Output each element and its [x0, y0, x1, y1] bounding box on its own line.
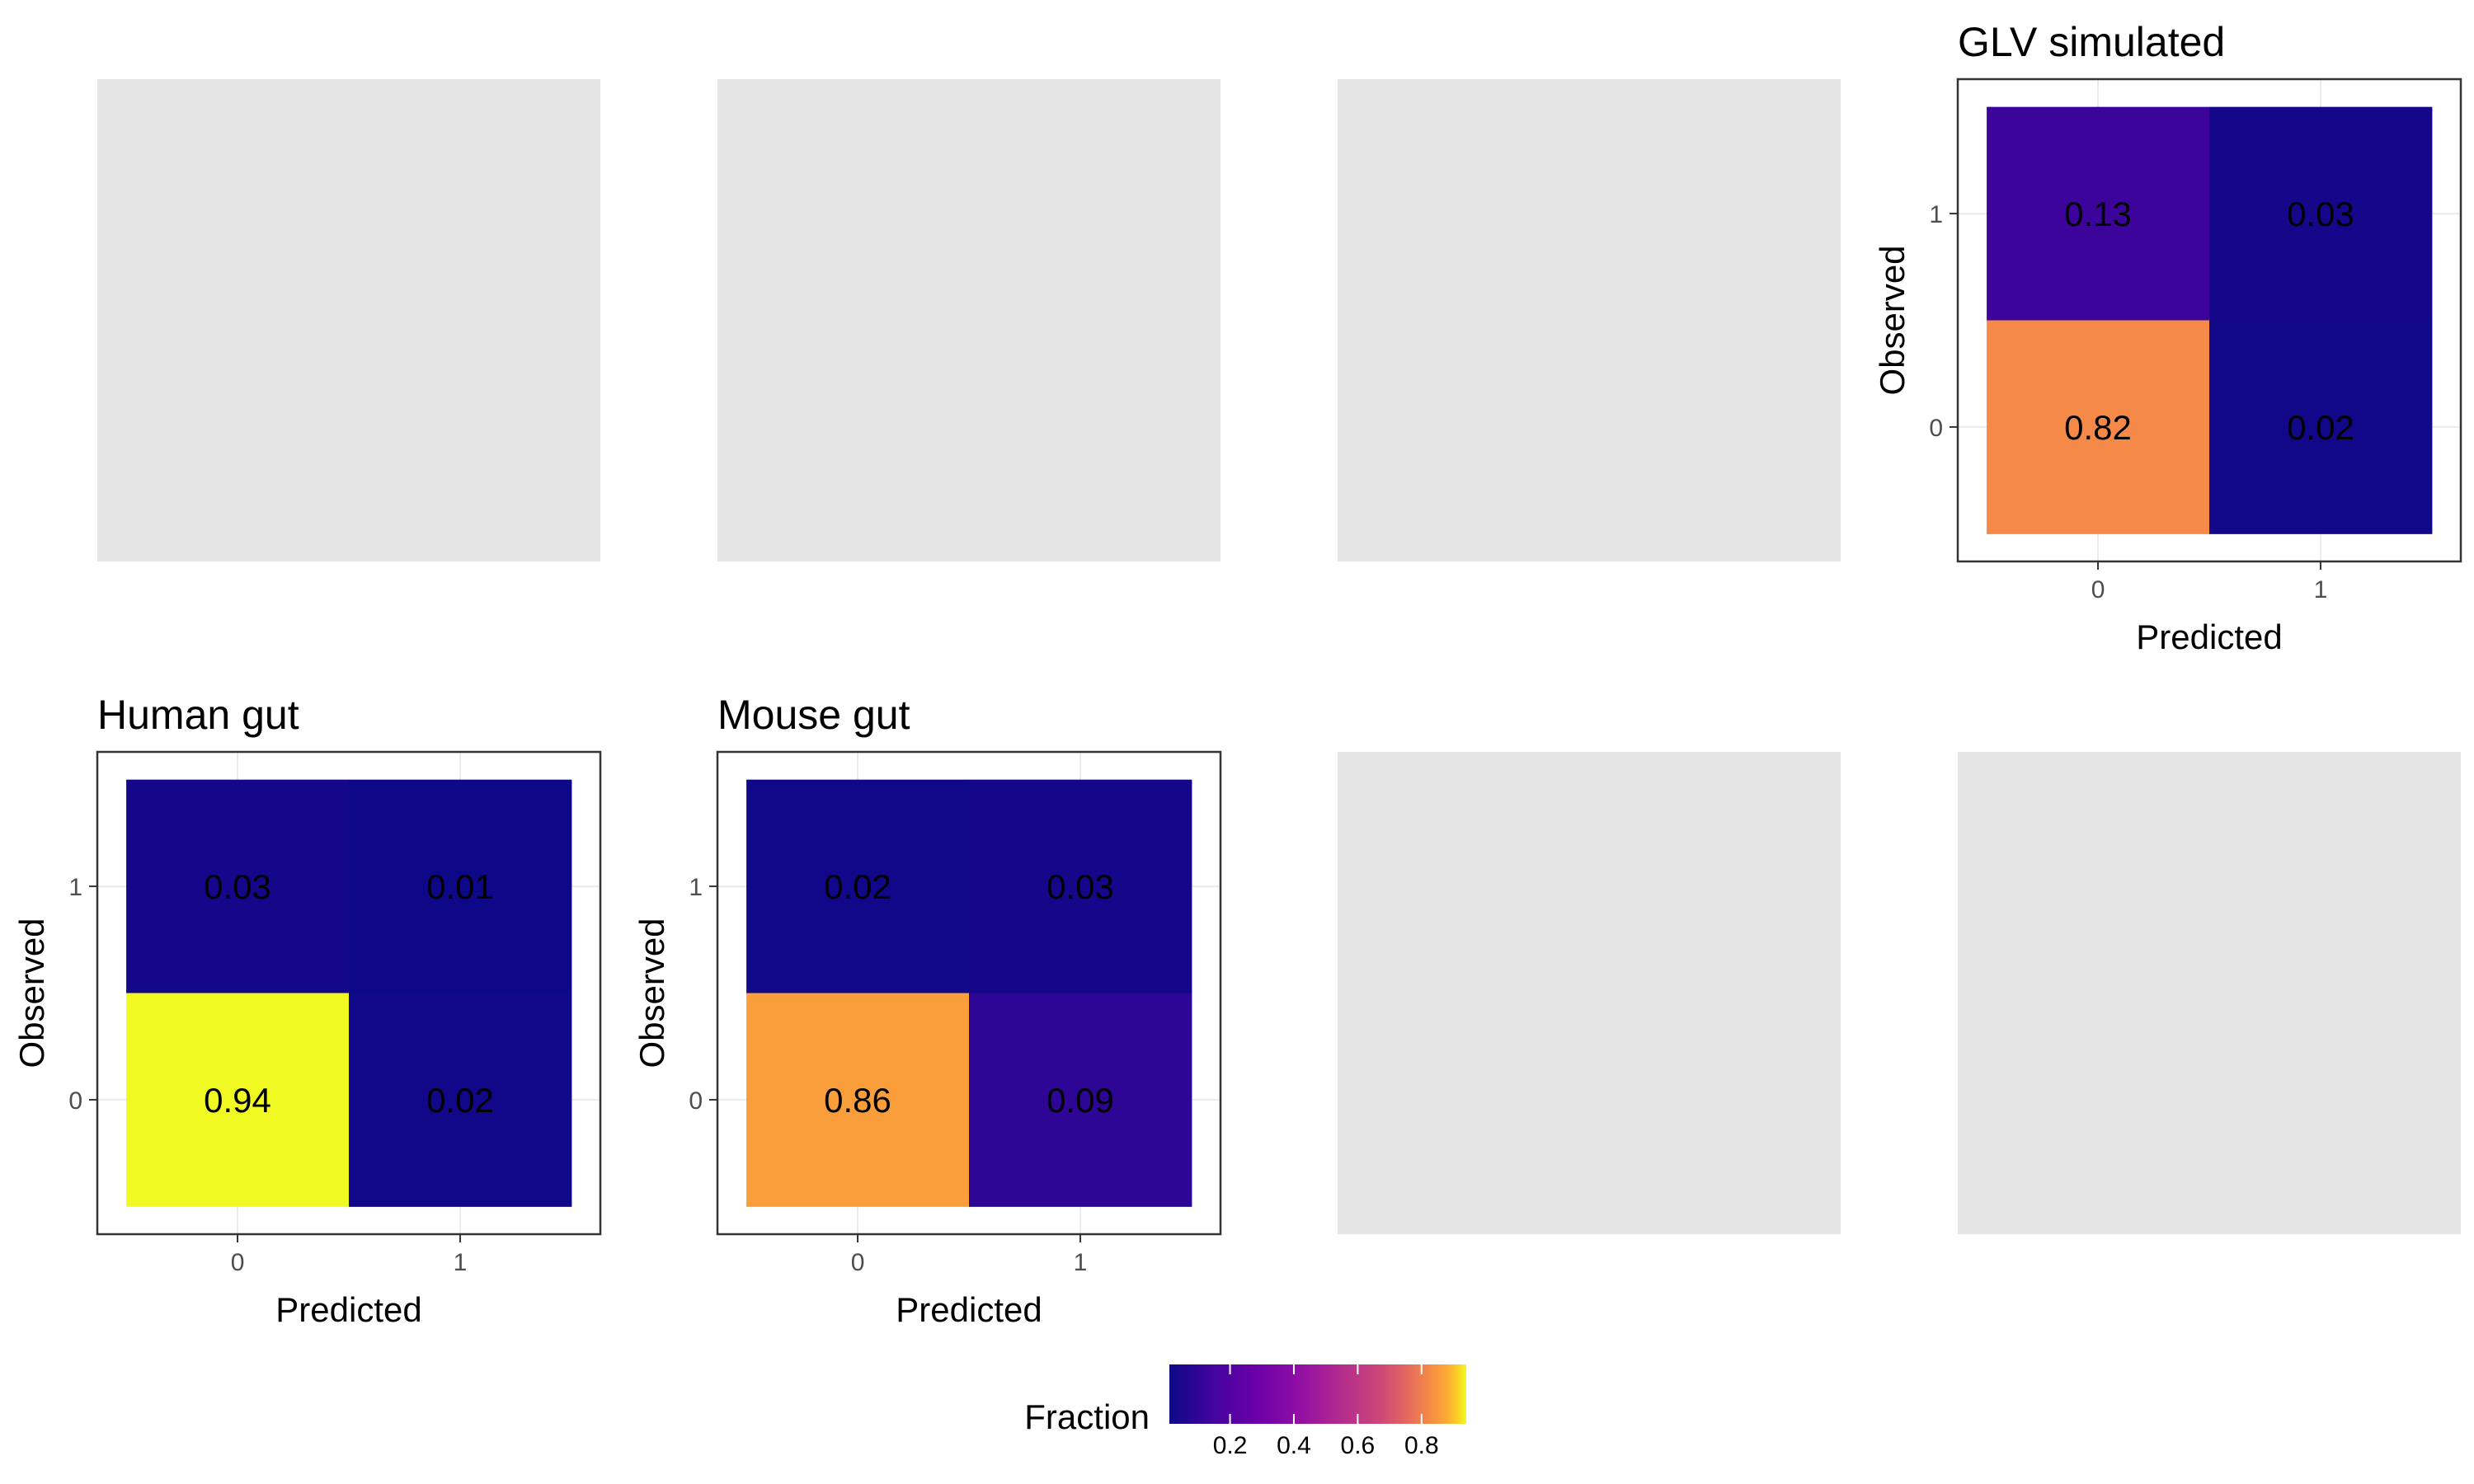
legend-colorbar — [1169, 1364, 1466, 1424]
panel-border — [716, 750, 1222, 1236]
heatmap-cell — [746, 993, 970, 1207]
panel-title: Mouse gut — [717, 692, 910, 738]
x-tick-label: 1 — [1074, 1249, 1088, 1276]
empty-panel-1 — [97, 79, 600, 561]
x-tick-label: 0 — [2091, 576, 2105, 603]
panel-human-gut: Human gut 0.03 0.01 0.94 0.02 0 1 0 1 Predicted Ob… — [12, 692, 602, 1329]
heatmap-cell — [969, 779, 1192, 993]
empty-panel-2 — [717, 79, 1221, 561]
x-axis-label: Predicted — [2136, 618, 2282, 656]
panel-glv-simulated: GLV simulated 0.13 0.03 0.82 0.02 0 1 0 1 Predict… — [1873, 19, 2462, 656]
legend-tick-label: 0.8 — [1404, 1432, 1439, 1459]
heatmap-cell — [349, 779, 572, 993]
panel-border — [96, 750, 602, 1236]
panel-title: GLV simulated — [1958, 19, 2225, 65]
y-axis-label: Observed — [12, 918, 51, 1068]
cell-value-label: 0.94 — [204, 1081, 271, 1120]
heatmap-cell — [2209, 106, 2433, 321]
x-tick-label: 0 — [231, 1249, 245, 1276]
empty-panel-5 — [1958, 752, 2461, 1234]
heatmap-cell — [349, 993, 572, 1207]
cell-value-label: 0.02 — [426, 1081, 494, 1120]
y-tick-label: 0 — [68, 1087, 82, 1115]
y-tick-label: 1 — [68, 874, 82, 901]
heatmap-cell — [746, 779, 970, 993]
cell-value-label: 0.02 — [824, 867, 891, 906]
cell-value-label: 0.13 — [2064, 195, 2132, 233]
x-tick-label: 1 — [454, 1249, 468, 1276]
cell-value-label: 0.02 — [2287, 408, 2354, 447]
x-tick-label: 0 — [851, 1249, 865, 1276]
heatmap-cell — [126, 779, 350, 993]
y-axis-label: Observed — [633, 918, 671, 1068]
legend-title: Fraction — [1024, 1397, 1150, 1436]
heatmap-cell — [969, 993, 1192, 1207]
cell-value-label: 0.03 — [2287, 195, 2354, 233]
empty-panel-4 — [1338, 752, 1841, 1234]
cell-value-label: 0.09 — [1047, 1081, 1114, 1120]
cell-value-label: 0.03 — [204, 867, 271, 906]
y-tick-label: 1 — [1929, 201, 1943, 228]
heatmap-cell — [1987, 320, 2210, 534]
x-axis-label: Predicted — [896, 1290, 1042, 1329]
legend-tick-label: 0.6 — [1341, 1432, 1376, 1459]
y-tick-label: 0 — [1929, 415, 1943, 442]
y-tick-label: 1 — [689, 874, 703, 901]
panel-mouse-gut: Mouse gut 0.02 0.03 0.86 0.09 0 1 0 1 Predicted Ob… — [633, 692, 1222, 1329]
legend-tick-label: 0.4 — [1277, 1432, 1311, 1459]
cell-value-label: 0.82 — [2064, 408, 2132, 447]
legend-tick-label: 0.2 — [1213, 1432, 1248, 1459]
x-tick-label: 1 — [2314, 576, 2328, 603]
color-legend: Fraction 0.2 0.4 0.6 0.8 — [1024, 1364, 1466, 1459]
cell-value-label: 0.01 — [426, 867, 494, 906]
cell-value-label: 0.86 — [824, 1081, 891, 1120]
y-tick-label: 0 — [689, 1087, 703, 1115]
x-axis-label: Predicted — [275, 1290, 421, 1329]
y-axis-label: Observed — [1873, 245, 1912, 395]
empty-panel-3 — [1338, 79, 1841, 561]
heatmap-cell — [2209, 320, 2433, 534]
panel-border — [1956, 77, 2462, 563]
heatmap-cell — [1987, 106, 2210, 321]
heatmap-cell — [126, 993, 350, 1207]
cell-value-label: 0.03 — [1047, 867, 1114, 906]
panel-title: Human gut — [97, 692, 299, 738]
